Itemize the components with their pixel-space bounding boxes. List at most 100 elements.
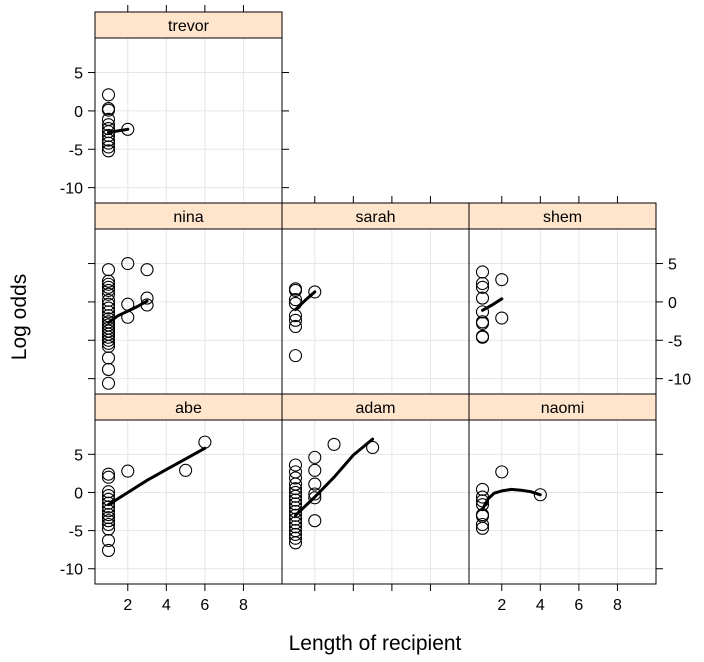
data-point — [101, 287, 116, 301]
data-point — [101, 485, 116, 499]
panel-naomi: naomi 2 4 6 8 — [468, 393, 663, 614]
data-point — [101, 144, 116, 158]
data-point — [475, 482, 490, 496]
panel-frame — [468, 228, 657, 395]
panel-sarah: sarah — [281, 196, 470, 395]
data-point — [101, 500, 116, 514]
data-point — [101, 140, 116, 154]
strip-label-abe: abe — [175, 400, 202, 417]
strip-label-nina: nina — [173, 209, 203, 226]
panel-shem: shem 5 0 -5 -10 — [468, 196, 691, 395]
data-point — [288, 504, 303, 519]
y-axis-label: Log odds — [8, 274, 31, 360]
data-point — [533, 488, 547, 502]
data-point — [101, 504, 116, 518]
strip-label-shem: shem — [543, 209, 582, 226]
data-point — [121, 256, 135, 271]
data-point — [495, 465, 509, 479]
y-tick-label: 5 — [74, 447, 83, 464]
data-point — [101, 517, 116, 532]
data-point — [101, 330, 116, 344]
data-point — [475, 490, 490, 504]
strip-adam — [281, 393, 470, 421]
x-tick-label: 2 — [497, 597, 506, 614]
panel-frame — [281, 228, 470, 395]
data-point — [179, 463, 193, 477]
data-point — [101, 301, 116, 315]
data-point — [101, 496, 116, 510]
data-point — [288, 527, 303, 541]
data-point — [288, 283, 303, 297]
data-point — [366, 440, 380, 455]
data-point — [288, 313, 303, 327]
data-point — [101, 118, 116, 132]
data-point — [121, 464, 135, 478]
x-tick-label: 6 — [200, 597, 209, 614]
data-point — [475, 276, 490, 291]
strip-label-adam: adam — [355, 400, 395, 417]
data-point — [121, 122, 135, 136]
data-point — [495, 273, 509, 287]
data-point — [475, 316, 490, 330]
data-point — [288, 309, 303, 323]
x-tick-label: 4 — [162, 597, 171, 614]
y-tick-label: -10 — [60, 181, 83, 198]
data-point — [288, 501, 303, 515]
data-point — [308, 285, 322, 299]
data-point — [308, 477, 322, 491]
data-point — [475, 517, 490, 532]
panel-nina: nina — [88, 202, 283, 395]
data-point — [101, 274, 116, 288]
strip-nina — [94, 202, 283, 230]
y-tick-label: -10 — [60, 562, 83, 579]
data-point — [475, 498, 490, 512]
data-point — [101, 336, 116, 350]
data-point — [121, 297, 135, 311]
y-tick-label: 0 — [668, 295, 677, 312]
x-tick-label: 8 — [239, 597, 248, 614]
strip-sarah — [281, 202, 470, 230]
data-point — [308, 514, 322, 528]
data-point — [101, 543, 116, 557]
smooth-line-adam — [294, 437, 375, 517]
x-tick-label: 6 — [574, 597, 583, 614]
data-point — [101, 488, 116, 503]
data-point — [288, 319, 303, 334]
data-point — [101, 533, 116, 548]
y-tick-label: -5 — [69, 142, 83, 159]
smooth-line-sarah — [294, 290, 317, 312]
data-point — [101, 508, 116, 522]
data-point — [101, 280, 116, 294]
data-point — [101, 362, 116, 376]
data-point — [288, 497, 303, 511]
data-point — [288, 458, 303, 472]
data-point — [101, 283, 116, 297]
strip-label-naomi: naomi — [541, 400, 585, 417]
data-point — [101, 376, 116, 390]
data-point — [101, 514, 116, 528]
data-point — [308, 487, 322, 501]
data-point — [121, 310, 135, 324]
data-point — [288, 512, 303, 526]
strip-trevor — [94, 11, 283, 39]
strip-abe — [94, 393, 283, 421]
smooth-line-trevor — [107, 127, 130, 134]
data-point — [475, 494, 490, 508]
smooth-line-shem — [481, 297, 504, 312]
data-point — [288, 508, 303, 522]
y-tick-label: -5 — [668, 333, 682, 350]
data-point — [475, 291, 490, 305]
data-point — [475, 521, 490, 535]
data-point — [288, 520, 303, 534]
data-point — [140, 298, 154, 312]
panel-trevor: trevor 5 0 -5 -10 — [60, 5, 289, 204]
data-point — [308, 463, 322, 477]
data-point — [101, 522, 116, 536]
data-point — [101, 136, 116, 150]
data-point — [288, 293, 303, 307]
x-axis-label: Length of recipient — [289, 632, 462, 655]
data-point — [101, 351, 116, 365]
smooth-line-naomi — [481, 487, 542, 511]
smooth-line-abe — [107, 446, 207, 507]
